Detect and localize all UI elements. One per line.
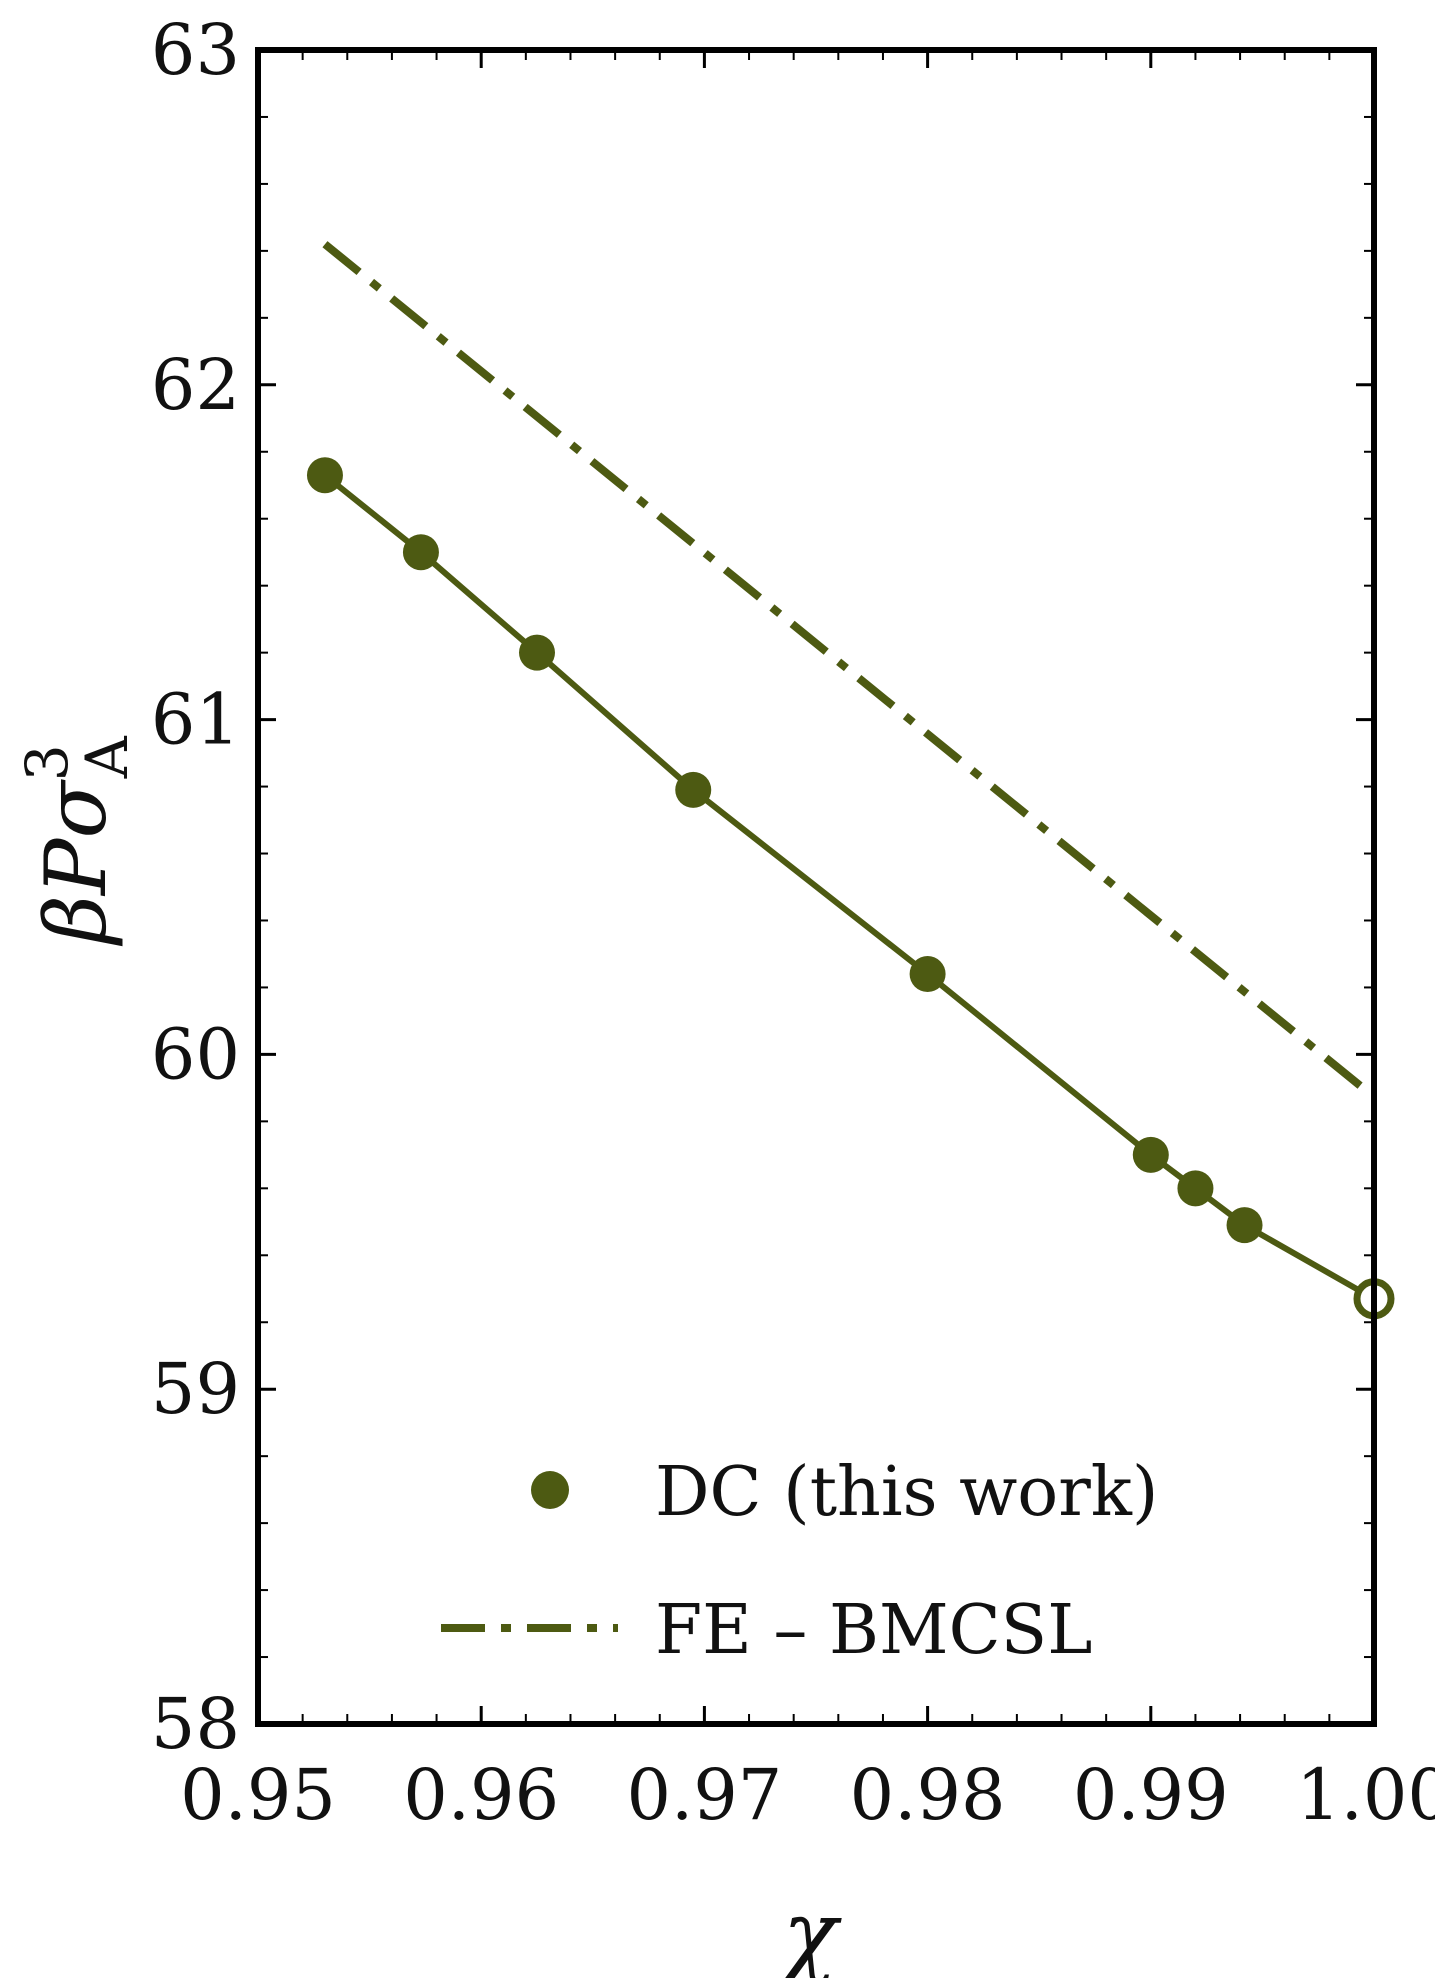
y-axis-label: βPσ3A [13, 735, 141, 946]
y-tick-label: 61 [151, 679, 240, 761]
plot-frame [255, 47, 1377, 1727]
y-tick-label: 60 [151, 1013, 240, 1095]
y-tick-label: 59 [151, 1348, 240, 1430]
series-line-dc [323, 472, 1376, 1302]
x-tick-label: 0.97 [626, 1754, 782, 1836]
dc-point [1226, 1207, 1263, 1244]
legend-marker-dc [531, 1471, 569, 1509]
dc-point [909, 956, 946, 993]
y-tick-label: 63 [151, 9, 240, 91]
y-axis-label-subscript: A [73, 735, 141, 779]
y-axis-label-base: βPσ [27, 779, 125, 947]
x-tick-label: 0.99 [1073, 1754, 1229, 1836]
legend-label-dc: DC (this work) [655, 1453, 1158, 1532]
dc-point [306, 457, 343, 494]
labels-layer: 0.95 0.96 0.97 0.98 0.99 1.00 58 59 60 61 62 63 [151, 9, 1435, 1836]
series-layer [306, 241, 1395, 1320]
legend-label-fe-bmcsl: FE – BMCSL [655, 1591, 1092, 1670]
y-tick-label: 58 [151, 1683, 240, 1765]
x-tick-label: 0.96 [403, 1754, 559, 1836]
y-tick-label: 62 [151, 344, 240, 426]
dc-point [1132, 1136, 1169, 1173]
x-tick-label: 0.95 [180, 1754, 336, 1836]
series-line-fe-bmcsl [322, 241, 1366, 1091]
dc-point [519, 634, 555, 671]
legend: DC (this work) FE – BMCSL [441, 1453, 1158, 1670]
x-tick-label: 1.00 [1296, 1754, 1435, 1836]
dc-point [1177, 1170, 1214, 1207]
x-tick-label: 0.98 [850, 1754, 1006, 1836]
svg-text:βPσ3A: βPσ3A [13, 735, 141, 946]
x-axis-label: χ [777, 1882, 842, 1978]
dc-point [402, 534, 439, 571]
y-axis-label-superscript: 3 [13, 744, 81, 781]
dc-point [675, 771, 712, 808]
